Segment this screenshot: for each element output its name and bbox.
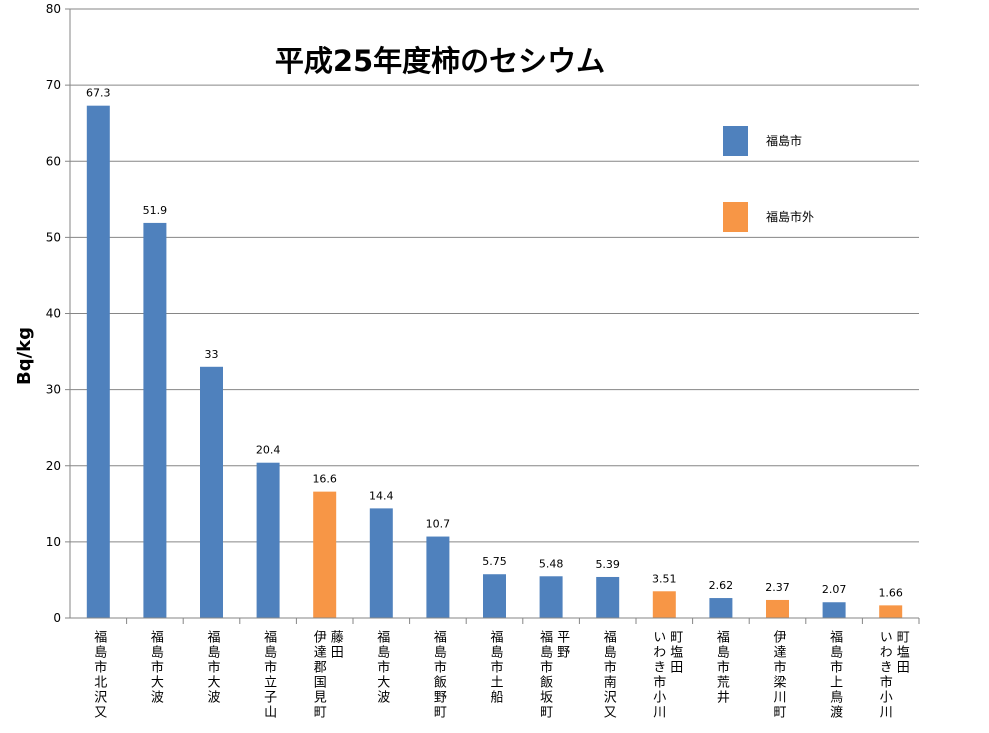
value-label-4: 16.6 — [312, 473, 337, 486]
bar-8 — [539, 576, 563, 618]
category-label-5-line-0: 福島市大波 — [374, 630, 390, 705]
y-tick-label-2: 20 — [46, 459, 61, 473]
legend-label-outside-fukushima: 福島市外 — [766, 210, 815, 224]
category-label-4-line-0: 伊達郡国見町 — [310, 630, 326, 720]
category-label-8: 福島市飯坂町 平野 — [523, 630, 579, 733]
y-tick-label-6: 60 — [46, 154, 61, 168]
category-label-8-line-0: 福島市飯坂町 — [537, 630, 553, 720]
legend-swatch-outside-fukushima — [723, 202, 748, 232]
category-label-3: 福島市立子山 — [240, 630, 296, 733]
bar-13 — [822, 602, 846, 618]
bar-9 — [596, 576, 620, 618]
bar-12 — [766, 599, 789, 618]
value-label-1: 51.9 — [143, 204, 168, 217]
category-label-10-line-1: 町塩田 — [667, 630, 683, 675]
category-label-4-line-1: 藤田 — [327, 630, 343, 660]
category-label-9: 福島市南沢又 — [580, 630, 636, 733]
category-label-6-line-0: 福島市飯野町 — [430, 630, 446, 720]
category-label-5: 福島市大波 — [353, 630, 409, 733]
bar-5 — [369, 508, 393, 618]
value-label-3: 20.4 — [256, 444, 281, 457]
value-label-8: 5.48 — [539, 557, 564, 570]
y-tick-label-7: 70 — [46, 78, 61, 92]
bar-11 — [709, 598, 733, 618]
category-label-14: いわき市小川 町塩田 — [863, 630, 919, 733]
bar-4 — [313, 491, 337, 618]
value-label-13: 2.07 — [822, 583, 847, 596]
category-label-9-line-0: 福島市南沢又 — [600, 630, 616, 720]
legend-swatch-fukushima-city — [723, 126, 748, 156]
value-label-7: 5.75 — [482, 555, 507, 568]
category-label-11-line-0: 福島市荒井 — [713, 630, 729, 705]
category-label-3-line-0: 福島市立子山 — [261, 630, 277, 720]
bar-10 — [652, 591, 676, 618]
y-tick-label-0: 0 — [53, 611, 61, 625]
category-label-10: いわき市小川 町塩田 — [636, 630, 692, 733]
category-label-11: 福島市荒井 — [693, 630, 749, 733]
bar-0 — [86, 105, 110, 618]
category-label-2-line-0: 福島市大波 — [204, 630, 220, 705]
category-label-13-line-0: 福島市上鳥渡 — [827, 630, 843, 720]
category-label-14-line-0: いわき市小川 — [876, 630, 892, 720]
y-tick-label-3: 30 — [46, 383, 61, 397]
category-label-7-line-0: 福島市土船 — [487, 630, 503, 705]
category-label-0-line-0: 福島市北沢又 — [91, 630, 107, 720]
y-tick-label-5: 50 — [46, 230, 61, 244]
y-tick-label-8: 80 — [46, 2, 61, 16]
chart-title: 平成25年度柿のセシウム — [274, 44, 606, 78]
category-label-12: 伊達市梁川町 — [750, 630, 806, 733]
value-label-14: 1.66 — [878, 586, 903, 599]
category-label-6: 福島市飯野町 — [410, 630, 466, 733]
category-label-14-line-1: 町塩田 — [893, 630, 909, 675]
category-label-1-line-0: 福島市大波 — [147, 630, 163, 705]
y-tick-label-4: 40 — [46, 307, 61, 321]
category-label-10-line-0: いわき市小川 — [650, 630, 666, 720]
y-tick-label-1: 10 — [46, 535, 61, 549]
value-label-9: 5.39 — [595, 558, 620, 571]
category-label-7: 福島市土船 — [467, 630, 523, 733]
bars — [86, 105, 903, 618]
bar-2 — [200, 366, 223, 618]
value-label-0: 67.3 — [86, 87, 111, 100]
category-label-1: 福島市大波 — [127, 630, 183, 733]
bar-14 — [879, 605, 903, 618]
bar-3 — [256, 462, 280, 618]
category-label-2: 福島市大波 — [184, 630, 240, 733]
category-label-0: 福島市北沢又 — [70, 630, 126, 733]
y-axis-label: Bq/kg — [14, 326, 35, 385]
bar-6 — [426, 536, 450, 618]
value-label-5: 14.4 — [369, 489, 394, 502]
value-label-6: 10.7 — [426, 518, 451, 531]
value-label-2: 33 — [205, 348, 219, 361]
gridlines — [70, 8, 919, 543]
bar-7 — [483, 574, 506, 618]
bar-1 — [143, 222, 167, 618]
y-axis-ticks: 0 10 20 30 40 50 60 70 80 — [46, 2, 70, 625]
value-label-11: 2.62 — [709, 579, 734, 592]
category-label-4: 伊達郡国見町 藤田 — [297, 630, 353, 733]
category-label-8-line-1: 平野 — [554, 630, 570, 660]
category-label-13: 福島市上鳥渡 — [806, 630, 862, 733]
value-label-12: 2.37 — [765, 581, 790, 594]
category-label-12-line-0: 伊達市梁川町 — [770, 630, 786, 720]
axes — [69, 9, 920, 624]
value-labels: 67.3 51.9 33 20.4 16.6 14.4 10.7 5.75 5.48 5.39 3.… — [86, 87, 903, 600]
value-label-10: 3.51 — [652, 572, 677, 585]
legend-label-fukushima-city: 福島市 — [766, 134, 803, 148]
